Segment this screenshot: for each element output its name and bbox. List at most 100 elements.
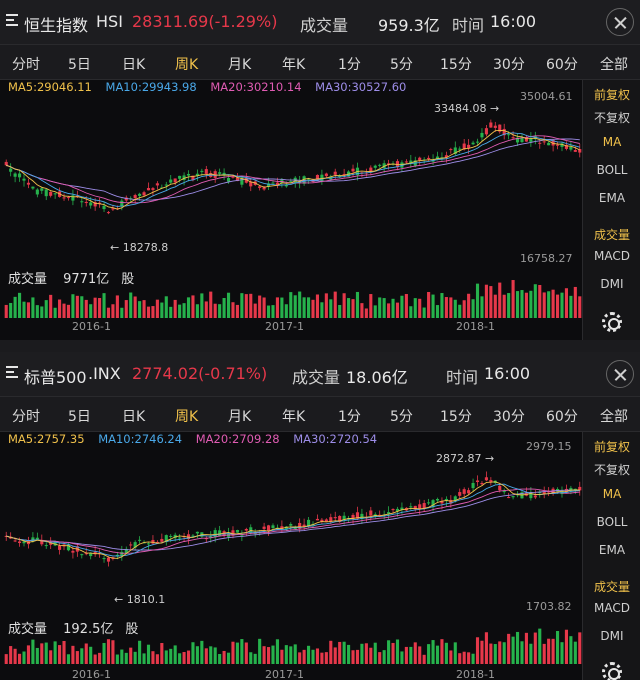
- candle-body: [151, 188, 155, 190]
- volume-bar: [449, 650, 453, 664]
- volume-bar: [458, 653, 462, 664]
- side-item-dmi[interactable]: DMI: [600, 277, 624, 291]
- gear-icon[interactable]: [602, 312, 622, 332]
- tab-daily[interactable]: 日K: [122, 409, 146, 425]
- side-item-volume[interactable]: 成交量: [593, 228, 630, 242]
- time-label: 时间: [452, 16, 485, 35]
- candle-body: [458, 148, 462, 150]
- axis-top-value: 35004.61: [520, 90, 573, 103]
- side-item-forward-adjust[interactable]: 前复权: [593, 88, 630, 102]
- volume-bar: [40, 306, 44, 318]
- candle-body: [422, 503, 426, 509]
- volume-bar: [258, 638, 262, 664]
- candle-body: [507, 497, 511, 499]
- side-item-ma[interactable]: MA: [602, 135, 622, 149]
- volume-bar: [418, 298, 422, 318]
- tab-weekly[interactable]: 周K: [175, 57, 199, 73]
- side-item-no-adjust[interactable]: 不复权: [593, 111, 630, 125]
- candle-body: [440, 501, 444, 504]
- volume-bar: [218, 304, 222, 318]
- candle-body: [382, 163, 386, 169]
- tab-60min[interactable]: 60分: [546, 57, 578, 73]
- volume-bar: [80, 296, 84, 318]
- tab-daily[interactable]: 日K: [122, 57, 146, 73]
- candle-body: [302, 524, 306, 527]
- volume-bar: [458, 304, 462, 318]
- side-item-boll[interactable]: BOLL: [596, 515, 628, 529]
- candle-body: [338, 515, 342, 523]
- kline-chart[interactable]: [0, 80, 582, 340]
- volume-bar: [262, 646, 266, 664]
- volume-bar: [555, 294, 560, 318]
- tab-60min[interactable]: 60分: [546, 409, 578, 425]
- tab-intraday[interactable]: 分时: [12, 409, 40, 425]
- candle-body: [169, 179, 173, 183]
- side-item-boll[interactable]: BOLL: [596, 163, 628, 177]
- volume-bar: [484, 632, 488, 664]
- volume-bar: [222, 298, 226, 318]
- close-button[interactable]: [606, 8, 634, 36]
- side-item-volume[interactable]: 成交量: [593, 580, 630, 594]
- menu-icon[interactable]: [6, 366, 20, 380]
- candle-body: [564, 488, 568, 493]
- volume-bar: [307, 645, 311, 664]
- volume-bar: [4, 654, 8, 664]
- candle-body: [53, 193, 57, 195]
- tab-5day[interactable]: 5日: [68, 409, 91, 425]
- tab-monthly[interactable]: 月K: [228, 57, 252, 73]
- tab-intraday[interactable]: 分时: [12, 57, 40, 73]
- side-item-macd[interactable]: MACD: [594, 249, 630, 263]
- tab-30min[interactable]: 30分: [493, 57, 525, 73]
- side-item-macd[interactable]: MACD: [594, 601, 630, 615]
- volume-bar: [533, 632, 537, 664]
- tab-weekly[interactable]: 周K: [175, 409, 199, 425]
- close-button[interactable]: [606, 360, 634, 388]
- candle-body: [89, 552, 93, 557]
- side-item-forward-adjust[interactable]: 前复权: [593, 440, 630, 454]
- ma-line-1: [6, 135, 580, 204]
- volume-bar: [22, 301, 26, 318]
- volume-bar: [355, 649, 360, 664]
- candle-body: [138, 539, 142, 541]
- tab-5min[interactable]: 5分: [390, 57, 413, 73]
- volume-bar: [364, 308, 368, 318]
- index-name[interactable]: 标普500: [24, 368, 87, 387]
- tab-all[interactable]: 全部: [600, 57, 628, 73]
- volume-bar: [311, 649, 315, 664]
- tab-1min[interactable]: 1分: [338, 57, 361, 73]
- index-name[interactable]: 恒生指数: [24, 16, 89, 35]
- side-item-dmi[interactable]: DMI: [600, 629, 624, 643]
- kline-chart[interactable]: [0, 432, 582, 680]
- volume-bar: [280, 649, 284, 664]
- tab-all[interactable]: 全部: [600, 409, 628, 425]
- volume-bar: [480, 640, 484, 664]
- candle-body: [333, 171, 337, 175]
- tab-yearly[interactable]: 年K: [282, 409, 306, 425]
- tab-monthly[interactable]: 月K: [228, 409, 252, 425]
- volume-bar: [404, 294, 408, 318]
- candle-body: [124, 197, 128, 201]
- menu-icon[interactable]: [6, 14, 20, 28]
- volume-bar: [71, 294, 75, 318]
- tab-15min[interactable]: 15分: [440, 57, 472, 73]
- volume-bar: [169, 306, 173, 318]
- tab-15min[interactable]: 15分: [440, 409, 472, 425]
- volume-bars: [4, 628, 582, 664]
- candle-body: [551, 139, 555, 146]
- tab-5day[interactable]: 5日: [68, 57, 91, 73]
- volume-bar: [124, 652, 128, 664]
- volume-bar: [302, 297, 306, 318]
- volume-bar: [475, 283, 480, 318]
- side-item-ema[interactable]: EMA: [598, 191, 626, 205]
- tab-1min[interactable]: 1分: [338, 409, 361, 425]
- tab-yearly[interactable]: 年K: [282, 57, 306, 73]
- tab-5min[interactable]: 5分: [390, 409, 413, 425]
- candle-body: [80, 554, 84, 556]
- volume-bar: [266, 647, 271, 664]
- gear-icon[interactable]: [602, 662, 622, 680]
- side-item-ma[interactable]: MA: [602, 487, 622, 501]
- side-item-no-adjust[interactable]: 不复权: [593, 463, 630, 477]
- side-item-ema[interactable]: EMA: [598, 543, 626, 557]
- tab-30min[interactable]: 30分: [493, 409, 525, 425]
- volume-bar: [298, 652, 302, 664]
